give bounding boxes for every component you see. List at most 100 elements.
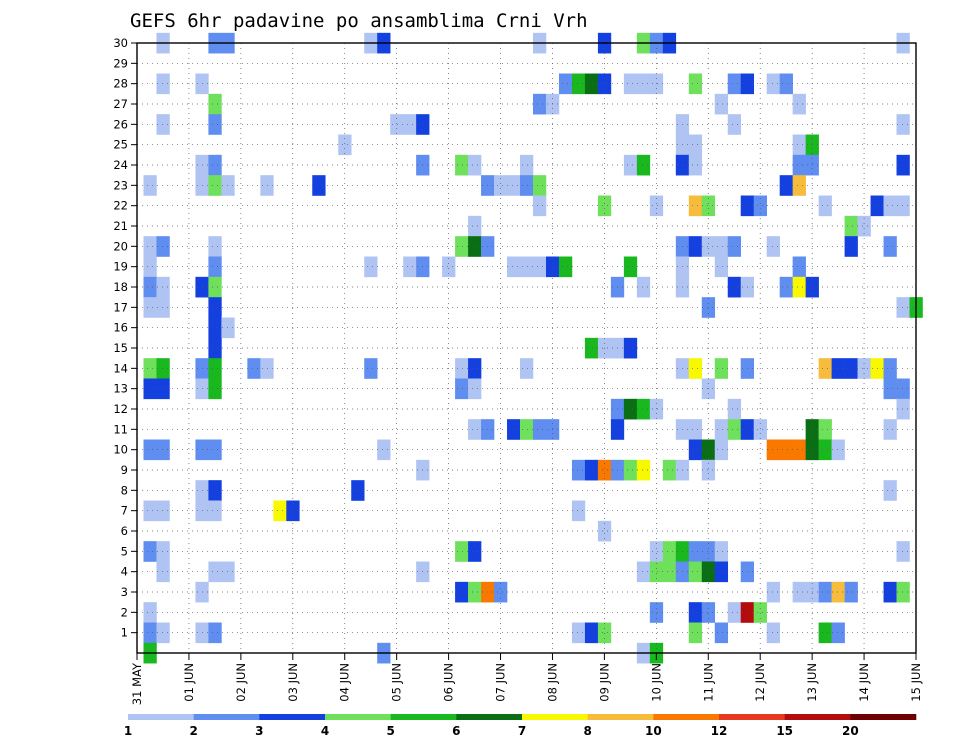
x-tick-label-11: 11 JUN bbox=[701, 663, 715, 702]
cell-64 bbox=[507, 175, 521, 196]
x-tick-label-4: 04 JUN bbox=[338, 663, 352, 702]
cell-207 bbox=[623, 459, 638, 481]
cell-72 bbox=[688, 195, 703, 217]
cell-180 bbox=[688, 419, 703, 440]
colorbar-swatch-5 bbox=[456, 714, 523, 720]
cell-86 bbox=[455, 236, 469, 257]
cell-266 bbox=[753, 602, 767, 623]
cell-92 bbox=[714, 236, 729, 257]
y-tick-label-20: 20 bbox=[113, 239, 128, 253]
cell-200 bbox=[818, 439, 832, 461]
cell-61 bbox=[312, 175, 326, 196]
cell-272 bbox=[584, 622, 599, 644]
cell-30 bbox=[156, 114, 170, 135]
cell-133 bbox=[584, 337, 599, 359]
y-tick-label-24: 24 bbox=[113, 158, 128, 172]
x-axis: 31 MAY 01 JUN 02 JUN 03 JUN 04 JUN 05 JUN 06 J… bbox=[130, 653, 923, 705]
cell-198 bbox=[792, 439, 806, 461]
cell-267 bbox=[143, 622, 157, 644]
cell-126 bbox=[208, 297, 222, 318]
cell-215 bbox=[883, 480, 897, 501]
colorbar-label-20: 20 bbox=[842, 724, 859, 738]
cell-151 bbox=[818, 358, 832, 379]
cell-121 bbox=[779, 276, 793, 298]
y-tick-label-27: 27 bbox=[113, 97, 128, 111]
colorbar-label-7: 7 bbox=[518, 724, 526, 738]
y-tick-label-15: 15 bbox=[113, 341, 128, 355]
cell-83 bbox=[143, 236, 157, 257]
colorbar-label-5: 5 bbox=[386, 724, 394, 738]
cell-270 bbox=[208, 622, 222, 644]
cell-60 bbox=[260, 175, 274, 196]
y-tick-label-25: 25 bbox=[113, 138, 128, 152]
cell-14 bbox=[571, 73, 586, 95]
y-tick-label-10: 10 bbox=[113, 443, 128, 457]
cell-75 bbox=[753, 195, 767, 217]
y-tick-label-1: 1 bbox=[121, 626, 128, 640]
cell-268 bbox=[156, 622, 170, 644]
cell-193 bbox=[688, 439, 703, 461]
cell-262 bbox=[688, 602, 703, 623]
cell-128 bbox=[896, 297, 910, 318]
cell-50 bbox=[636, 154, 651, 176]
cell-131 bbox=[221, 317, 235, 339]
x-tick-label-13: 13 JUN bbox=[805, 663, 819, 702]
cell-107 bbox=[558, 256, 573, 278]
cell-274 bbox=[688, 622, 703, 644]
cell-182 bbox=[727, 419, 742, 440]
colorbar-label-12: 12 bbox=[711, 724, 728, 738]
cell-85 bbox=[208, 236, 222, 257]
cell-171 bbox=[896, 398, 910, 420]
cell-174 bbox=[507, 419, 521, 440]
cell-104 bbox=[520, 256, 534, 278]
cell-231 bbox=[688, 541, 703, 562]
cell-13 bbox=[558, 73, 573, 95]
cell-132 bbox=[208, 337, 222, 359]
colorbar-swatch-1 bbox=[193, 714, 260, 720]
colorbar-label-4: 4 bbox=[321, 724, 329, 738]
cell-243 bbox=[688, 561, 703, 583]
cell-96 bbox=[883, 236, 897, 257]
cell-141 bbox=[247, 358, 261, 379]
cell-137 bbox=[143, 358, 157, 379]
y-tick-label-21: 21 bbox=[113, 219, 128, 233]
cell-253 bbox=[792, 581, 806, 603]
cell-236 bbox=[208, 561, 222, 583]
y-tick-label-6: 6 bbox=[121, 524, 128, 538]
cell-175 bbox=[520, 419, 534, 440]
cell-148 bbox=[688, 358, 703, 379]
cell-263 bbox=[701, 602, 716, 623]
cell-71 bbox=[649, 195, 664, 217]
cell-73 bbox=[701, 195, 716, 217]
cell-248 bbox=[455, 581, 469, 603]
cell-138 bbox=[156, 358, 170, 379]
colorbar-swatch-8 bbox=[653, 714, 720, 720]
cell-25 bbox=[208, 93, 222, 115]
cell-24 bbox=[779, 73, 793, 95]
cell-37 bbox=[896, 114, 910, 135]
y-tick-label-11: 11 bbox=[113, 422, 128, 436]
cell-181 bbox=[714, 419, 729, 440]
cell-245 bbox=[714, 561, 729, 583]
cell-152 bbox=[831, 358, 845, 379]
colorbar: 1 2 3 4 5 6 7 8 10 12 15 20 bbox=[124, 714, 917, 738]
cell-170 bbox=[727, 398, 742, 420]
cell-277 bbox=[818, 622, 832, 644]
cell-156 bbox=[883, 358, 897, 379]
cell-38 bbox=[338, 134, 352, 156]
heatmap-cells bbox=[143, 32, 923, 664]
y-tick-label-3: 3 bbox=[121, 585, 128, 599]
y-tick-label-13: 13 bbox=[113, 382, 128, 396]
cell-220 bbox=[273, 500, 287, 522]
cell-162 bbox=[468, 378, 482, 400]
cell-158 bbox=[156, 378, 170, 400]
cell-15 bbox=[584, 73, 599, 95]
cell-47 bbox=[468, 154, 482, 176]
x-tick-label-1: 01 JUN bbox=[182, 663, 196, 702]
cell-167 bbox=[623, 398, 638, 420]
cell-146 bbox=[520, 358, 534, 379]
cell-46 bbox=[455, 154, 469, 176]
cell-256 bbox=[831, 581, 845, 603]
cell-84 bbox=[156, 236, 170, 257]
cell-69 bbox=[532, 195, 547, 217]
